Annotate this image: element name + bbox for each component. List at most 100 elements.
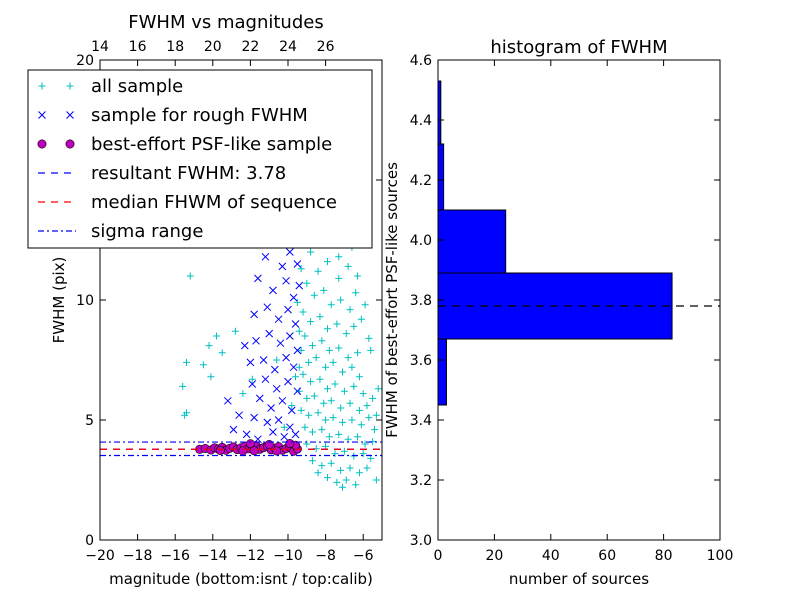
scatter-point-x: [291, 320, 300, 328]
legend-label: median FHWM of sequence: [91, 192, 337, 213]
scatter-point-plus: [295, 363, 303, 371]
scatter-point-x: [295, 281, 304, 290]
scatter-point-x: [282, 353, 290, 362]
scatter-point-plus: [357, 315, 365, 323]
x-tick-label: −16: [160, 548, 190, 564]
scatter-point-x: [223, 396, 232, 405]
scatter-point-plus: [179, 382, 187, 390]
legend-label: all sample: [91, 76, 183, 97]
scatter-point-plus: [305, 358, 313, 366]
scatter-point-plus: [182, 358, 190, 366]
x-tick-label: 100: [707, 548, 734, 564]
scatter-panel: −20−18−16−14−12−10−8−6051015201416182022…: [27, 12, 383, 588]
scatter-point-plus: [333, 478, 341, 486]
legend-marker: [38, 82, 46, 90]
scatter-point-plus: [339, 483, 347, 491]
scatter-point-plus: [339, 368, 347, 376]
scatter-point-plus: [352, 481, 360, 489]
scatter-point-plus: [370, 426, 378, 434]
histogram-data-layer: [437, 80, 720, 406]
scatter-point-plus: [305, 411, 313, 419]
scatter-point-plus: [372, 476, 380, 484]
scatter-point-circle: [285, 439, 295, 449]
scatter-point-plus: [355, 406, 363, 414]
histogram-title: histogram of FWHM: [490, 37, 667, 58]
scatter-point-plus: [318, 462, 326, 470]
scatter-point-plus: [314, 267, 322, 275]
legend-marker: [65, 139, 75, 149]
top-tick-label: 18: [166, 39, 184, 55]
scatter-point-x: [261, 375, 270, 384]
scatter-point-plus: [303, 394, 311, 402]
scatter-point-plus: [348, 363, 356, 371]
scatter-point-plus: [308, 457, 316, 465]
scatter-point-plus: [207, 373, 215, 381]
scatter-point-plus: [325, 433, 333, 441]
scatter-point-x: [269, 428, 277, 436]
scatter-point-x: [254, 274, 262, 283]
x-tick-label: −10: [273, 548, 303, 564]
y-tick-label: 3.2: [410, 473, 432, 489]
scatter-point-plus: [363, 464, 371, 472]
legend-marker: [66, 82, 74, 90]
x-tick-label: −18: [123, 548, 153, 564]
x-tick-label: −12: [236, 548, 266, 564]
scatter-point-x: [284, 305, 292, 314]
scatter-point-plus: [342, 330, 350, 338]
y-tick-label: 0: [85, 533, 94, 549]
scatter-point-plus: [213, 332, 221, 340]
legend-label: sample for rough FWHM: [91, 105, 308, 126]
y-tick-label: 3.4: [410, 413, 432, 429]
scatter-point-plus: [314, 409, 322, 417]
y-tick-label: 3.0: [410, 533, 432, 549]
scatter-point-x: [293, 346, 302, 355]
scatter-point-x: [242, 430, 251, 439]
scatter-point-x: [255, 394, 264, 403]
scatter-point-x: [229, 425, 238, 434]
scatter-point-x: [282, 276, 290, 285]
scatter-point-plus: [357, 421, 365, 429]
scatter-point-plus: [299, 308, 307, 316]
y-tick-label: 4.4: [410, 113, 432, 129]
scatter-point-plus: [327, 459, 335, 467]
scatter-point-plus: [322, 416, 330, 424]
scatter-point-plus: [301, 423, 309, 431]
scatter-point-plus: [325, 346, 333, 354]
scatter-point-plus: [322, 363, 330, 371]
x-tick-label: 60: [598, 548, 616, 564]
scatter-point-x: [250, 310, 259, 319]
scatter-point-plus: [361, 440, 369, 448]
y-tick-label: 20: [76, 53, 94, 69]
scatter-point-plus: [308, 428, 316, 436]
scatter-point-plus: [299, 370, 307, 378]
scatter-point-x: [263, 303, 272, 312]
histogram-x-label: number of sources: [509, 570, 649, 588]
legend-marker: [38, 111, 46, 119]
scatter-point-plus: [320, 286, 328, 294]
scatter-point-plus: [323, 325, 331, 333]
scatter-point-plus: [280, 423, 288, 431]
scatter-point-plus: [342, 476, 350, 484]
scatter-point-x: [291, 430, 300, 439]
scatter-point-x: [286, 332, 294, 340]
scatter-point-plus: [340, 387, 348, 395]
scatter-point-x: [235, 411, 243, 420]
scatter-point-plus: [331, 380, 339, 388]
scatter-point-plus: [218, 349, 226, 357]
histogram-bar: [437, 209, 507, 274]
scatter-point-plus: [323, 258, 331, 266]
scatter-point-plus: [307, 318, 315, 326]
scatter-point-x: [272, 384, 281, 393]
legend-marker: [66, 111, 74, 119]
scatter-point-plus: [365, 414, 373, 422]
scatter-point-x: [274, 315, 283, 324]
scatter-point-plus: [354, 349, 362, 357]
histogram-y-label: FWHM of best-effort PSF-like sources: [383, 162, 401, 438]
scatter-point-plus: [335, 274, 343, 282]
scatter-point-circle: [238, 446, 248, 456]
scatter-point-plus: [307, 378, 315, 386]
scatter-point-x: [248, 380, 257, 388]
histogram-panel: 0 20 40 60 80 1003.03.23.43.63.84.04.24.44.6 …: [383, 37, 733, 588]
